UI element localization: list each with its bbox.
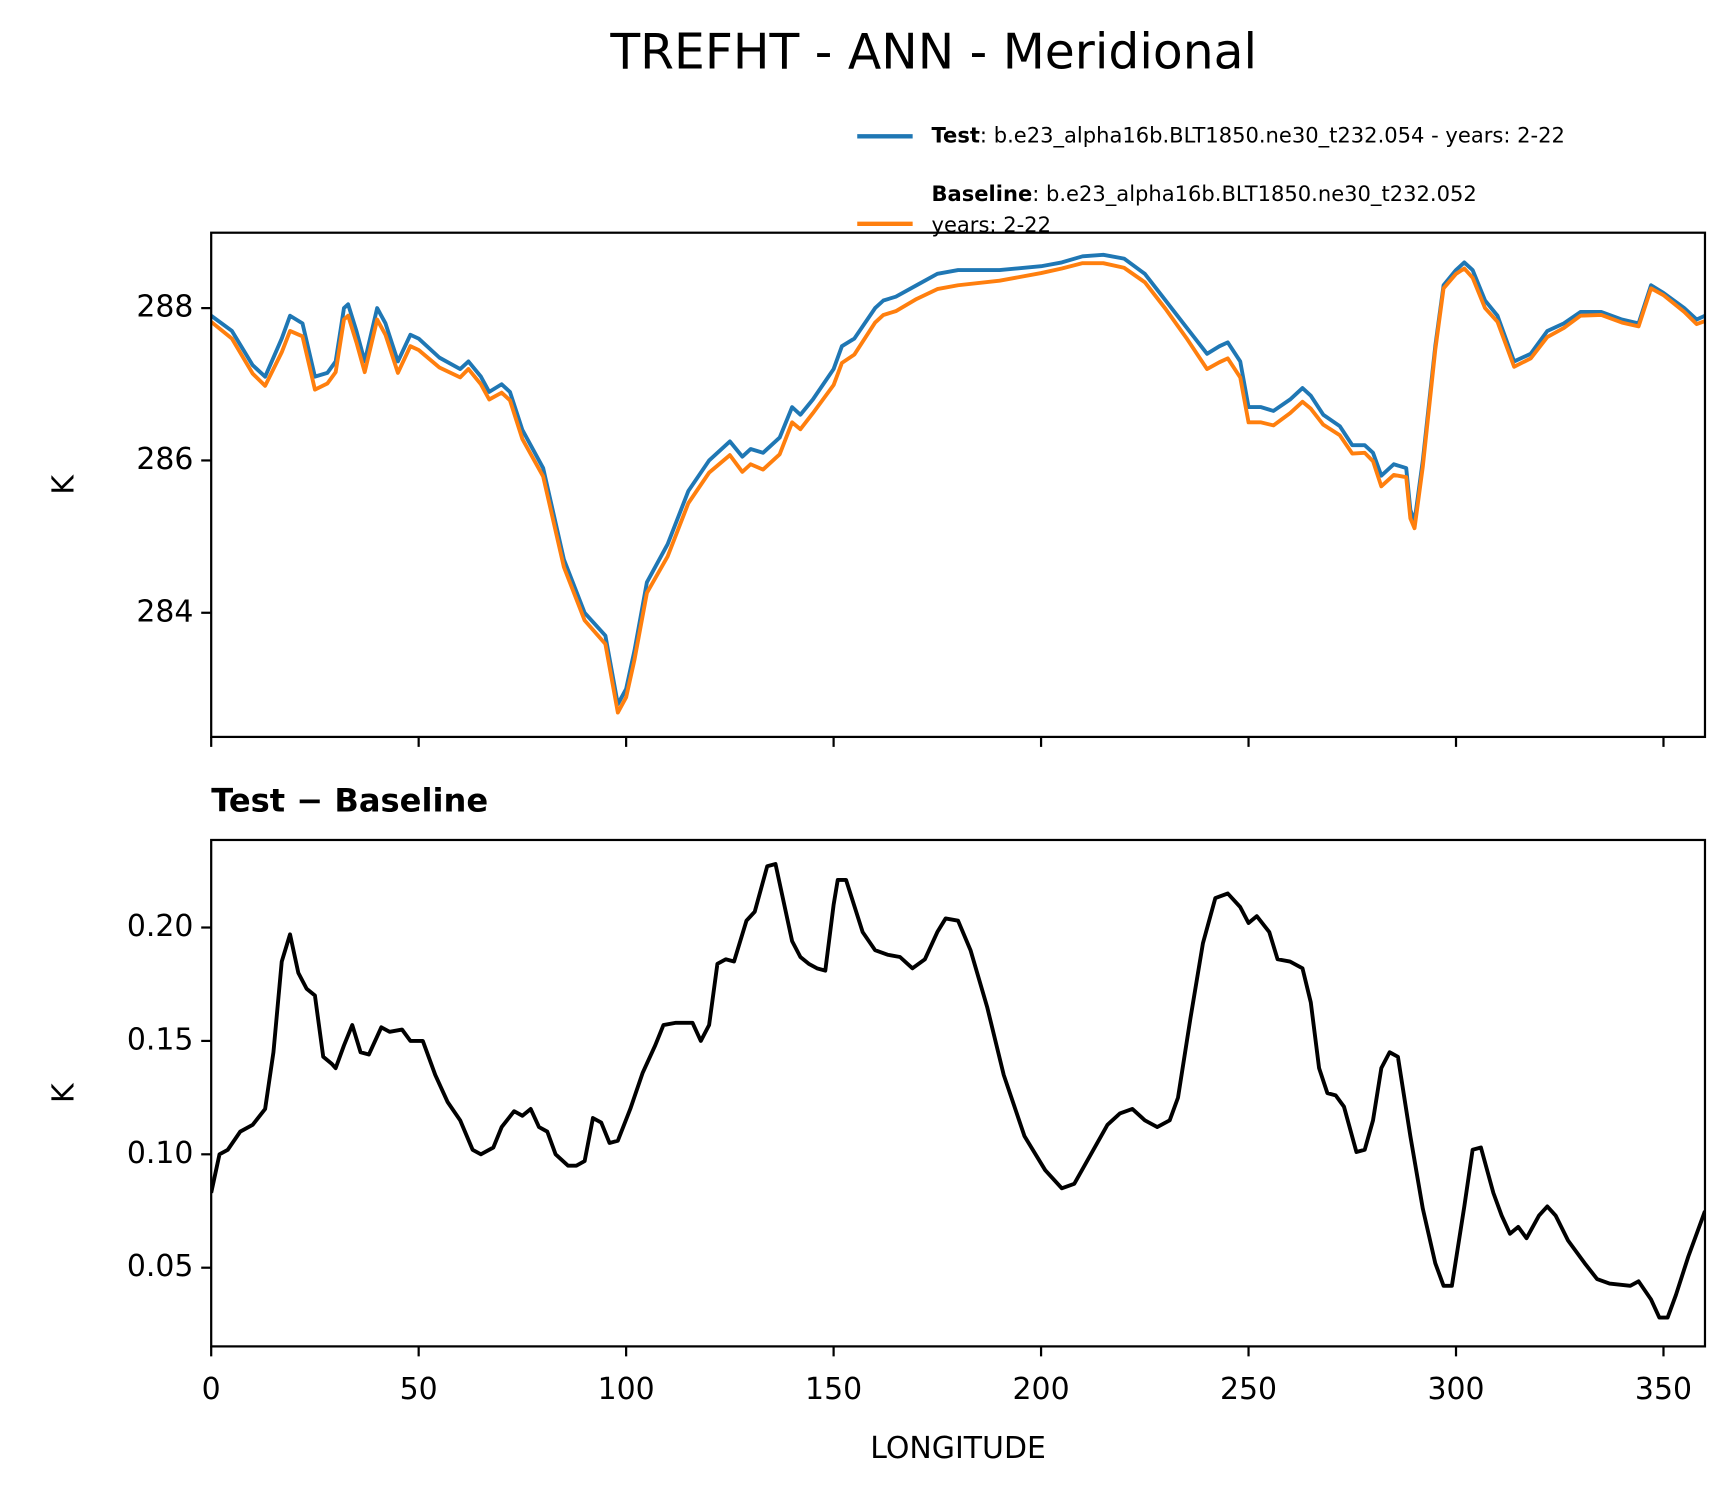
x-tick-label: 250 [1220,1372,1277,1407]
y-axis-label: K [46,474,81,495]
y-tick-label: 0.05 [127,1249,194,1284]
x-tick-label: 0 [202,1372,221,1407]
axes-title: Test − Baseline [211,781,488,819]
y-tick-label: 0.20 [127,909,194,944]
x-tick-label: 50 [400,1372,438,1407]
legend-text: Baseline: b.e23_alpha16b.BLT1850.ne30_t2… [931,181,1476,237]
figure-title: TREFHT - ANN - Meridional [609,24,1257,80]
legend-description: : b.e23_alpha16b.BLT1850.ne30_t232.052 [1032,181,1477,206]
legend-description: : b.e23_alpha16b.BLT1850.ne30_t232.054 -… [980,122,1565,147]
x-tick-label: 100 [598,1372,655,1407]
legend-description: years: 2-22 [931,212,1050,237]
legend-name: Baseline [931,181,1032,206]
y-tick-label: 288 [136,290,193,325]
series-line [211,862,1705,1320]
legend-text: Test: b.e23_alpha16b.BLT1850.ne30_t232.0… [931,122,1564,147]
x-tick-label: 300 [1427,1372,1484,1407]
y-tick-label: 0.15 [127,1022,194,1057]
x-tick-label: 150 [805,1372,862,1407]
y-tick-label: 286 [136,442,193,477]
axes-frame [210,231,1707,739]
x-axis-label: LONGITUDE [870,1431,1046,1466]
x-tick-label: 200 [1013,1372,1070,1407]
axes-frame [210,838,1707,1348]
legend-name: Test [931,122,979,147]
x-tick-label: 350 [1635,1372,1692,1407]
y-tick-label: 0.10 [127,1136,194,1171]
y-axis-label: K [46,1082,81,1103]
series-line [211,261,1705,715]
series-line [211,252,1705,707]
y-tick-label: 284 [136,594,193,629]
